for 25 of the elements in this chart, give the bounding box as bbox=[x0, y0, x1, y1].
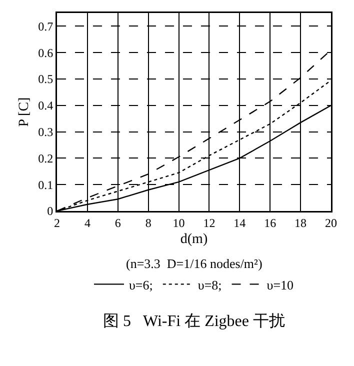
y-tick-label: 0.2 bbox=[38, 151, 54, 166]
y-tick-label: 0.1 bbox=[38, 178, 54, 192]
x-tick-label: 18 bbox=[294, 216, 307, 230]
y-tick-label: 0 bbox=[47, 204, 54, 218]
y-tick-label: 0.6 bbox=[38, 46, 54, 60]
x-tick-label: 12 bbox=[203, 216, 216, 230]
legend-label: υ=10 bbox=[266, 277, 294, 292]
y-tick-label: 0.4 bbox=[38, 98, 54, 113]
y-tick-label: 0.3 bbox=[38, 125, 54, 139]
caption: 图 5 Wi-Fi 在 Zigbee 干扰 bbox=[103, 313, 285, 330]
x-tick-label: 6 bbox=[114, 216, 121, 230]
text: (n=3.3 D=1/16 nodes/m²) bbox=[126, 256, 262, 271]
x-tick-label: 16 bbox=[264, 216, 276, 230]
x-tick-label: 2 bbox=[54, 216, 60, 230]
x-tick-label: 14 bbox=[234, 216, 246, 230]
x-axis-title: d(m) bbox=[180, 232, 208, 247]
x-tick-label: 8 bbox=[145, 216, 152, 230]
y-tick-label: 0.7 bbox=[38, 19, 54, 34]
x-tick-label: 10 bbox=[172, 216, 185, 230]
legend-label: υ=6; bbox=[129, 277, 153, 292]
x-tick-label: 20 bbox=[325, 216, 337, 230]
x-tick-label: 4 bbox=[84, 216, 90, 230]
y-axis-title: P [C] bbox=[16, 97, 32, 127]
legend-label: υ=8; bbox=[198, 277, 222, 292]
y-tick-label: 0.5 bbox=[38, 72, 54, 86]
